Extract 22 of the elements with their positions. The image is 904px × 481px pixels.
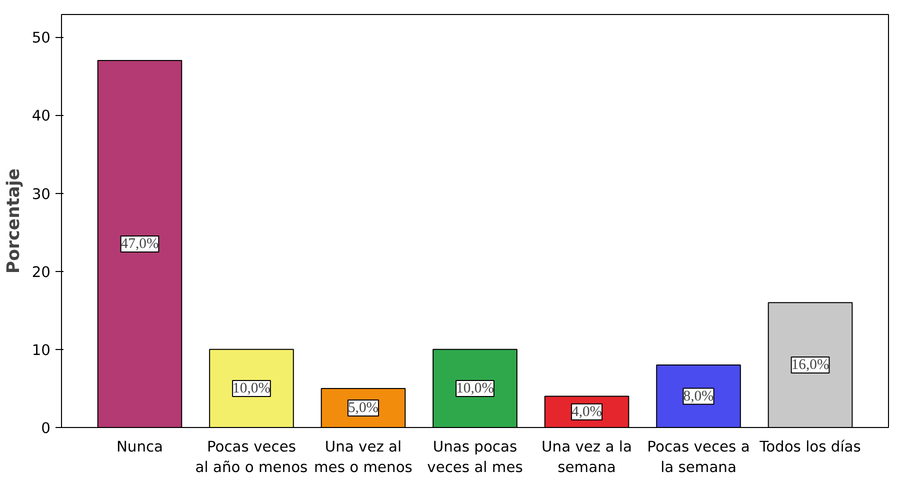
y-tick-label: 20 [32, 264, 51, 281]
y-tick-label: 10 [32, 342, 51, 359]
bar [97, 60, 182, 428]
bar [209, 348, 294, 428]
bar [656, 364, 741, 428]
bar [768, 302, 853, 428]
y-tick-label: 50 [32, 30, 51, 47]
data-label: 10,0% [232, 380, 270, 396]
x-tick-label: Una vez a la semana [542, 438, 632, 476]
x-tick-label: Pocas veces a la semana [647, 438, 750, 476]
y-tick-label: 30 [32, 186, 51, 203]
y-axis-title: Porcentaje [4, 168, 24, 274]
bar [432, 348, 518, 428]
data-label: 10,0% [456, 380, 494, 396]
y-tick-label: 40 [32, 108, 51, 125]
x-tick-label: Pocas veces al año o menos [195, 438, 308, 476]
x-tick-label: Todos los días [758, 438, 861, 456]
x-tick-label: Nunca [116, 438, 164, 456]
x-tick-label: Unas pocas veces al mes [427, 438, 523, 476]
x-tick-label: Una vez al mes o menos [314, 438, 412, 476]
data-label: 5,0% [348, 400, 379, 416]
y-tick-label: 0 [41, 420, 51, 437]
